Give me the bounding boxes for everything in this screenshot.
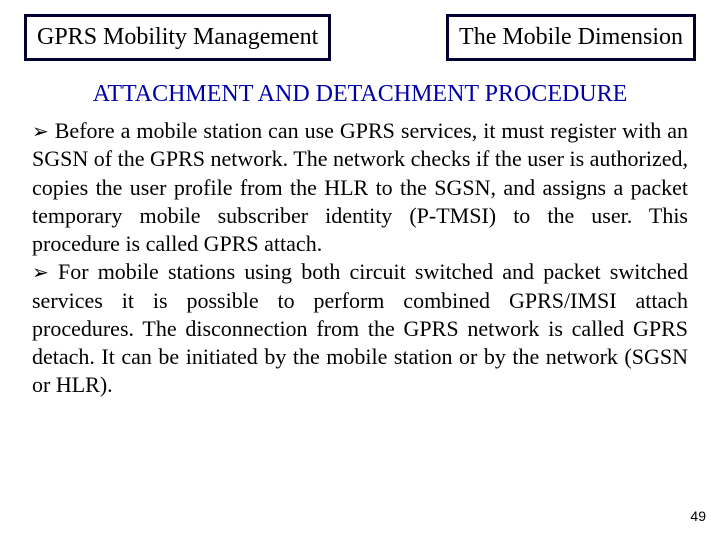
bullet-glyph-icon: ➢ [32,262,49,284]
header-box-right-text: The Mobile Dimension [459,24,683,50]
bullet-text: For mobile stations using both circuit s… [32,259,688,397]
page-number-text: 49 [690,508,706,524]
header-box-left-text: GPRS Mobility Management [37,24,318,50]
bullet-glyph-icon: ➢ [32,121,49,143]
body-content: ➢ Before a mobile station can use GPRS s… [24,117,696,399]
section-title-text: ATTACHMENT AND DETACHMENT PROCEDURE [93,81,628,107]
header-box-left: GPRS Mobility Management [24,14,331,61]
header-box-right: The Mobile Dimension [446,14,696,61]
bullet-item: ➢ For mobile stations using both circuit… [32,258,688,399]
bullet-text: Before a mobile station can use GPRS ser… [32,118,688,256]
slide: GPRS Mobility Management The Mobile Dime… [0,0,720,540]
header-row: GPRS Mobility Management The Mobile Dime… [24,14,696,61]
section-title: ATTACHMENT AND DETACHMENT PROCEDURE [84,79,636,109]
bullet-item: ➢ Before a mobile station can use GPRS s… [32,117,688,258]
page-number: 49 [690,508,706,524]
